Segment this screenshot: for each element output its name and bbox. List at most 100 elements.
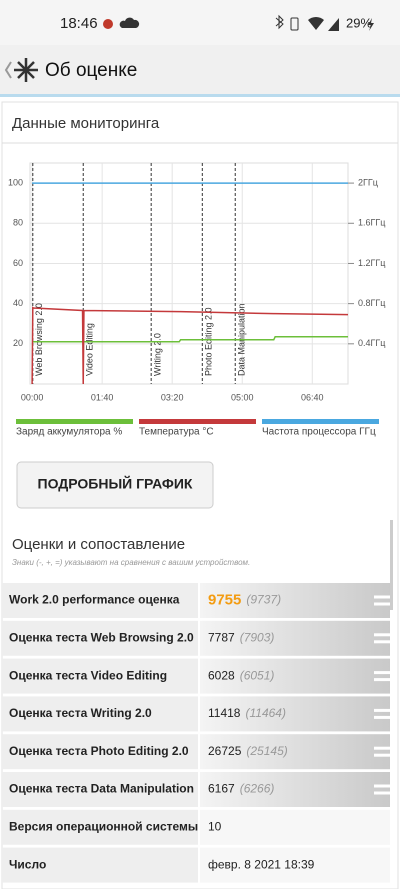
compare-icon (374, 633, 390, 637)
y-tick-label: 100 (8, 177, 23, 187)
row-reference: (9737) (246, 593, 281, 607)
row-label-cell (2, 696, 198, 732)
row-reference: (11464) (245, 706, 285, 720)
row-value-cell (200, 620, 390, 656)
x-tick-label: 01:40 (91, 392, 114, 402)
legend-swatch (139, 419, 256, 424)
cloud-icon (119, 17, 140, 28)
y2-tick-label: 0.8ГГц (358, 298, 385, 308)
app-bar-line (0, 94, 400, 97)
charging-icon (368, 18, 374, 31)
clock: 18:46 (60, 15, 98, 32)
vibrate-icon (290, 17, 299, 31)
compare-icon (374, 746, 390, 750)
x-tick-label: 05:00 (231, 392, 254, 402)
row-label: Число (9, 857, 46, 871)
series-line (31, 306, 349, 385)
y2-tick-label: 1.6ГГц (358, 218, 385, 228)
row-value-cell (200, 734, 390, 770)
compare-icon (374, 595, 390, 599)
event-label: Writing 2.0 (153, 333, 163, 376)
row-value-cell (200, 658, 390, 694)
row-label: Версия операционной системы (9, 819, 198, 833)
row-label-cell (2, 847, 198, 883)
legend-label: Температура °C (139, 427, 214, 438)
row-label-cell (2, 734, 198, 770)
event-label: Photo Editing 2.0 (204, 307, 214, 376)
y-tick-label: 40 (13, 298, 23, 308)
row-label: Work 2.0 performance оценка (9, 593, 180, 607)
row-score: 9755 (208, 591, 241, 608)
signal-icon (328, 18, 339, 31)
compare-icon (374, 791, 390, 795)
row-score: 6167 (208, 782, 235, 796)
event-label: Video Editing (85, 323, 95, 376)
row-label-cell (2, 772, 198, 807)
wifi-icon (308, 16, 324, 30)
compare-icon (374, 715, 390, 719)
scores-table: Work 2.0 performance оценка 9755 (9737) Оце… (2, 583, 390, 883)
compare-icon (374, 678, 390, 682)
y2-tick-label: 1.2ГГц (358, 258, 385, 268)
row-label: Оценка теста Writing 2.0 (9, 706, 152, 720)
row-reference: (25145) (246, 744, 287, 758)
x-tick-label: 03:20 (161, 392, 184, 402)
row-score: 6028 (208, 668, 235, 682)
compare-icon (374, 671, 390, 675)
x-tick-label: 00:00 (21, 392, 44, 402)
event-label: Web Browsing 2.0 (34, 303, 44, 376)
page-title: Об оценке (45, 60, 137, 81)
y-tick-label: 20 (13, 338, 23, 348)
row-score: 11418 (208, 706, 241, 720)
row-label: Оценка теста Video Editing (9, 668, 167, 682)
row-label-cell (2, 809, 198, 845)
plot-area (29, 162, 349, 385)
section-title: Данные мониторинга (12, 115, 160, 132)
battery-level: 29% (346, 15, 372, 30)
row-label: Оценка теста Web Browsing 2.0 (9, 630, 194, 644)
row-label: Оценка теста Photo Editing 2.0 (9, 744, 189, 758)
row-value-cell (200, 696, 390, 732)
y-tick-label: 60 (13, 258, 23, 268)
row-value-cell (200, 583, 390, 618)
detail-button-label[interactable]: ПОДРОБНЫЙ ГРАФИК (38, 475, 193, 492)
row-reference: (6266) (240, 782, 275, 796)
y2-tick-label: 0.4ГГц (358, 338, 385, 348)
row-score: 7787 (208, 630, 235, 644)
compare-icon (374, 784, 390, 788)
row-score: 26725 (208, 744, 242, 758)
compare-icon (374, 753, 390, 757)
scores-note: Знаки (-, +, =) указывают на сравнения с… (12, 558, 250, 567)
row-score: февр. 8 2021 18:39 (208, 857, 315, 871)
row-reference: (6051) (240, 668, 275, 682)
y-tick-label: 80 (13, 218, 23, 228)
back-button[interactable] (4, 61, 12, 79)
legend-swatch (16, 419, 133, 424)
row-reference: (7903) (240, 630, 275, 644)
compare-icon (374, 640, 390, 644)
scrollbar (390, 520, 393, 610)
row-label-cell (2, 658, 198, 694)
row-value-cell (200, 809, 390, 845)
detail-button[interactable] (16, 461, 214, 509)
row-label: Оценка теста Data Manipulation (9, 782, 194, 796)
scores-title: Оценки и сопоставление (12, 536, 185, 553)
app-bar (0, 45, 400, 95)
y2-tick-label: 2ГГц (358, 177, 378, 187)
compare-icon (374, 602, 390, 606)
row-label-cell (2, 620, 198, 656)
row-value-cell (200, 847, 390, 883)
status-bar (0, 0, 400, 45)
notification-icon (103, 19, 113, 29)
legend-label: Заряд аккумулятора % (16, 427, 122, 438)
x-tick-label: 06:40 (301, 392, 324, 402)
bluetooth-icon (275, 14, 284, 30)
legend-label: Частота процессора ГГц (262, 427, 376, 438)
row-score: 10 (208, 819, 222, 833)
app-icon (14, 58, 38, 82)
row-label-cell (2, 583, 198, 618)
row-value-cell (200, 772, 390, 807)
chart: 20 40 60 80 100 0.4ГГц 0.8ГГц 1.2ГГц 1.6ГГц 2ГГц 0… (8, 162, 385, 438)
